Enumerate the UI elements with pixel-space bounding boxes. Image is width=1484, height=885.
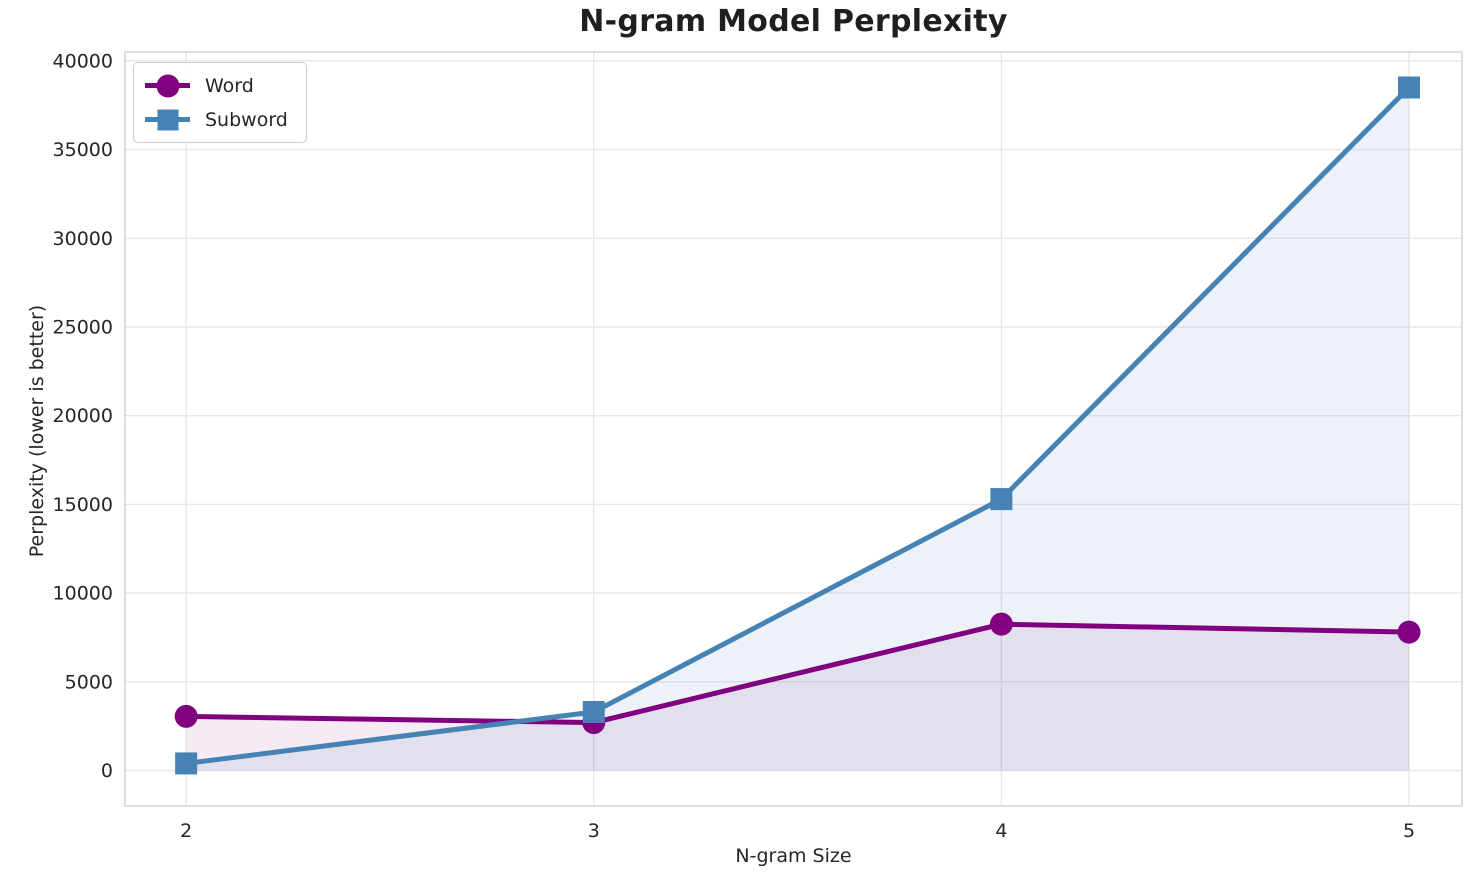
subword-square-icon xyxy=(157,109,178,130)
x-tick-label: 3 xyxy=(588,820,600,842)
y-tick-label: 5000 xyxy=(65,671,113,693)
data-point-subword xyxy=(1398,76,1421,99)
word-line-marker-icon xyxy=(145,72,190,99)
area-fill-subword xyxy=(186,87,1410,771)
word-circle-icon xyxy=(156,74,179,97)
y-tick-label: 0 xyxy=(101,760,113,782)
series-line-word xyxy=(183,621,1412,726)
legend-label-subword: Subword xyxy=(205,108,288,131)
x-tick-label: 4 xyxy=(995,820,1007,842)
y-tick-label: 35000 xyxy=(53,139,113,161)
x-tick-label: 5 xyxy=(1403,820,1415,842)
x-axis-label: N-gram Size xyxy=(735,845,852,867)
legend-label-word: Word xyxy=(205,74,254,97)
data-point-subword xyxy=(582,700,605,723)
y-tick-label: 25000 xyxy=(53,316,113,338)
area-fill-word xyxy=(186,624,1410,771)
data-point-word xyxy=(174,704,198,728)
data-point-word xyxy=(989,612,1013,636)
data-point-word xyxy=(1397,620,1421,644)
y-tick-label: 40000 xyxy=(53,50,113,72)
y-tick-label: 30000 xyxy=(53,228,113,250)
subword-line-marker-icon xyxy=(145,106,190,133)
y-axis-label: Perplexity (lower is better) xyxy=(26,304,48,558)
legend: Word Subword xyxy=(133,62,307,143)
y-tick-label: 15000 xyxy=(53,494,113,516)
y-tick-label: 10000 xyxy=(53,583,113,605)
x-tick-label: 2 xyxy=(180,820,192,842)
legend-item-word: Word xyxy=(145,72,288,99)
data-point-subword xyxy=(175,752,198,775)
series-line-subword xyxy=(183,84,1412,766)
chart-title: N-gram Model Perplexity xyxy=(579,4,1008,39)
y-tick-label: 20000 xyxy=(53,405,113,427)
plot-border xyxy=(124,51,1463,807)
data-point-subword xyxy=(990,488,1013,511)
legend-item-subword: Subword xyxy=(145,106,288,133)
